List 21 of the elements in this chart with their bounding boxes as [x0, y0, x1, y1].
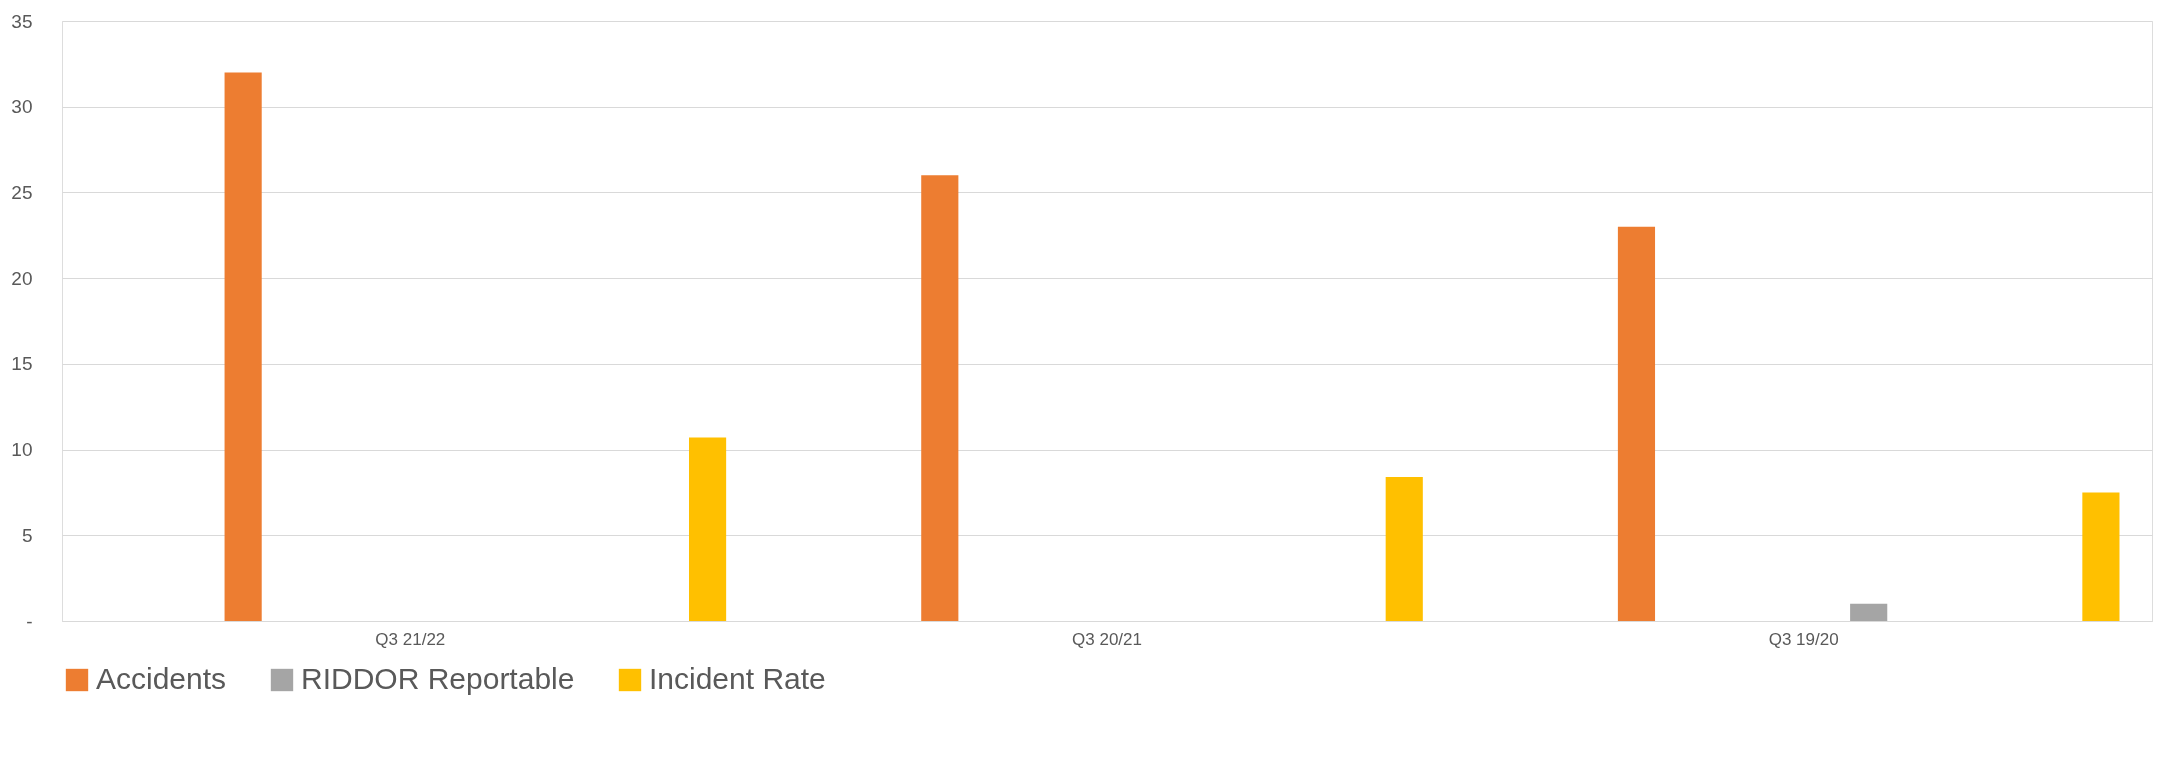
bar [224, 72, 262, 621]
y-tick-label: 5 [21, 524, 33, 546]
x-tick-label: Q3 21/22 [375, 629, 446, 649]
bar [689, 437, 727, 621]
y-tick-label: 35 [11, 10, 33, 32]
bar [921, 175, 959, 621]
legend-label: Accidents [96, 662, 227, 695]
bar [1617, 226, 1656, 621]
y-tick-label: 30 [11, 96, 33, 118]
y-tick-label: - [26, 610, 33, 632]
y-tick-label: 20 [11, 267, 33, 289]
y-tick-label: 15 [11, 353, 33, 375]
bar [2082, 492, 2120, 621]
legend-label: RIDDOR Reportable [301, 662, 575, 695]
legend-label: Incident Rate [649, 662, 826, 695]
bar [1850, 603, 1888, 621]
x-tick-label: Q3 19/20 [1768, 629, 1839, 649]
y-tick-label: 25 [11, 181, 33, 203]
bar [1385, 477, 1423, 621]
x-tick-label: Q3 20/21 [1072, 629, 1142, 649]
y-tick-label: 10 [11, 439, 33, 461]
